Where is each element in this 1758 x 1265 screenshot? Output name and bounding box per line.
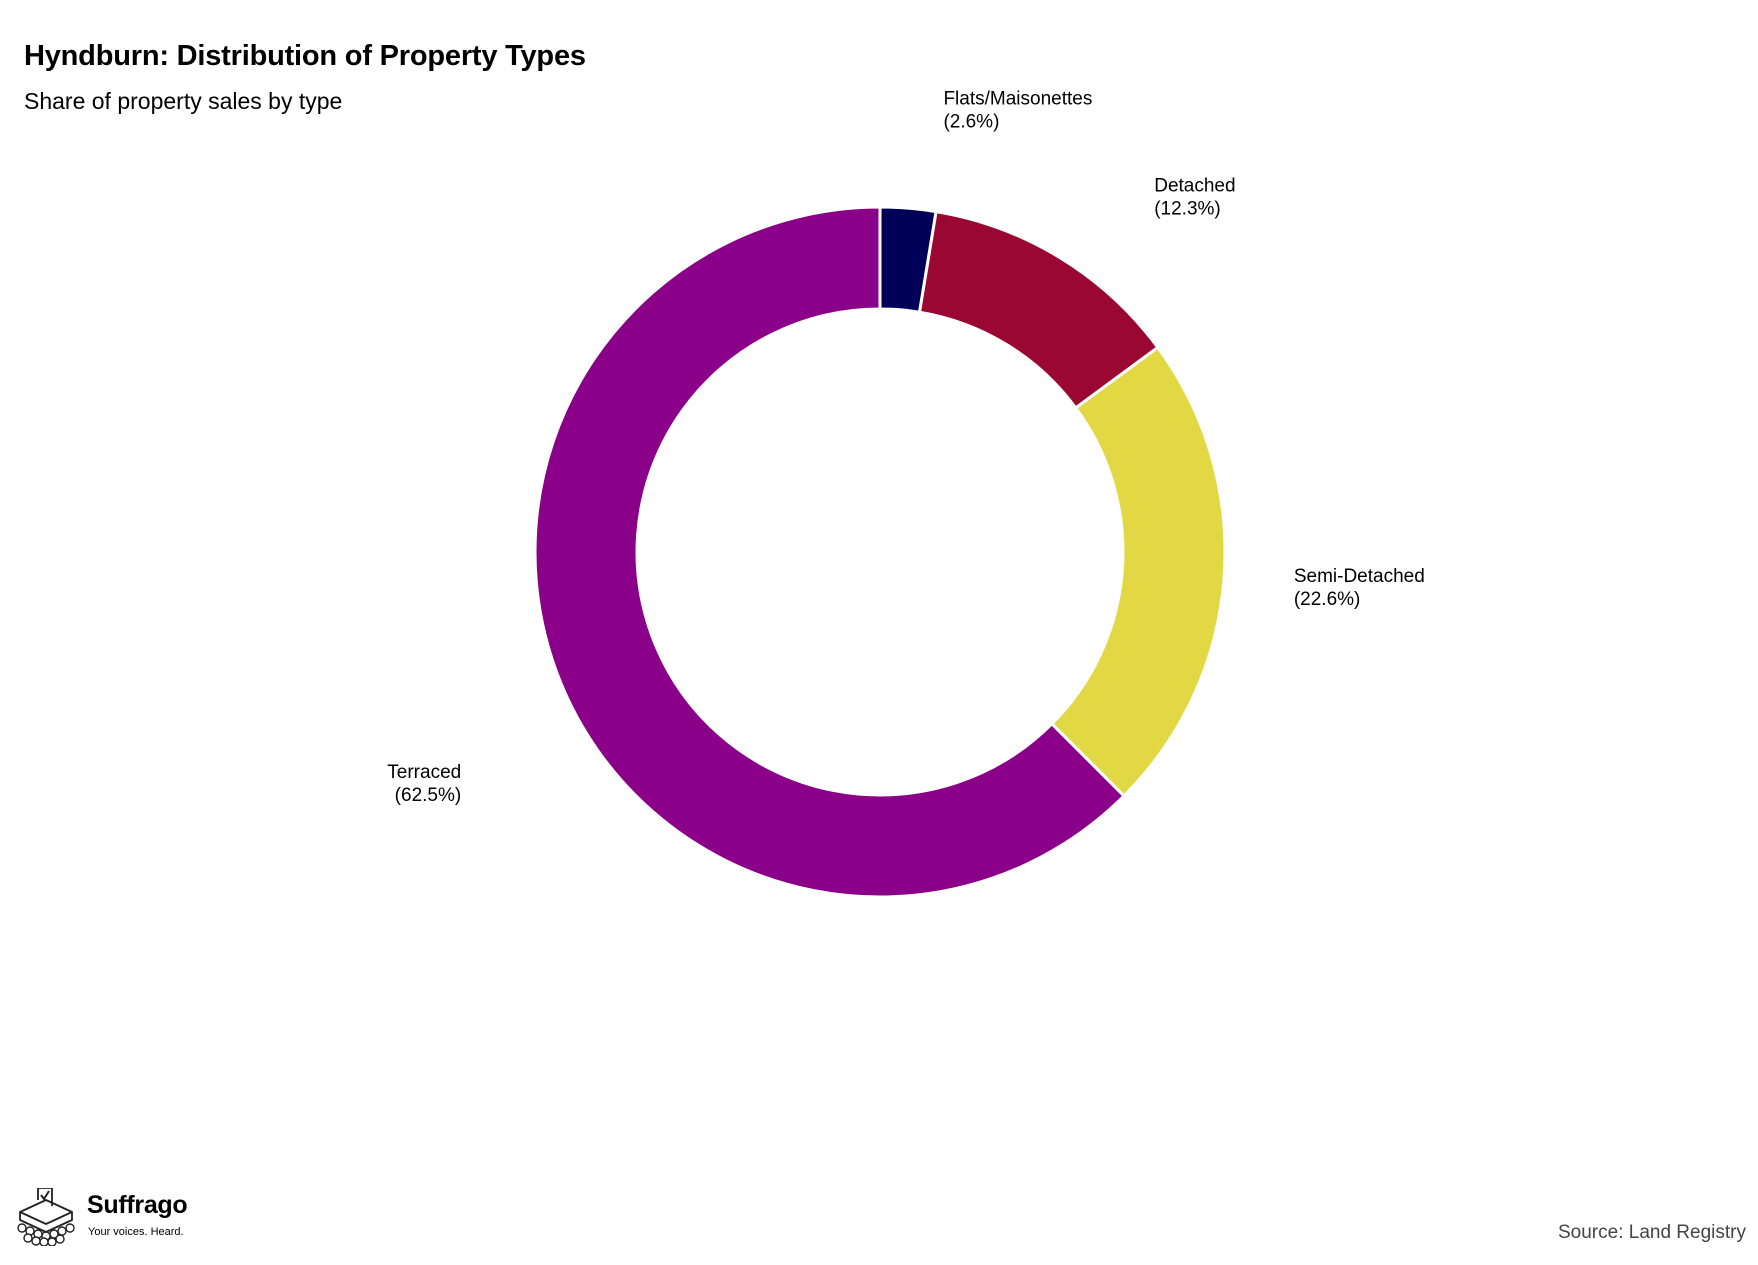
donut-slices	[533, 205, 1227, 899]
chart-subtitle: Share of property sales by type	[24, 88, 343, 114]
slice-label-flats-maisonettes: Flats/Maisonettes (2.6%)	[943, 88, 1092, 132]
donut-slice-terraced	[533, 205, 1127, 899]
slice-label-detached: Detached (12.3%)	[1154, 175, 1235, 219]
chart-title: Hyndburn: Distribution of Property Types	[24, 40, 586, 72]
slice-label-semi-detached: Semi-Detached (22.6%)	[1294, 566, 1425, 610]
ballot-box-icon	[17, 1188, 75, 1246]
slice-labels: Flats/Maisonettes (2.6%) Detached (12.3%) Se…	[387, 88, 1425, 806]
donut-slice-semi-detached	[1049, 345, 1227, 799]
suffrago-logo: Suffrago Your voices. Heard.	[14, 1188, 204, 1248]
source-note: Source: Land Registry	[1558, 1222, 1746, 1243]
logo-name: Suffrago	[87, 1191, 188, 1219]
slice-label-terraced: Terraced (62.5%)	[387, 762, 461, 806]
logo-tagline: Your voices. Heard.	[88, 1226, 184, 1238]
